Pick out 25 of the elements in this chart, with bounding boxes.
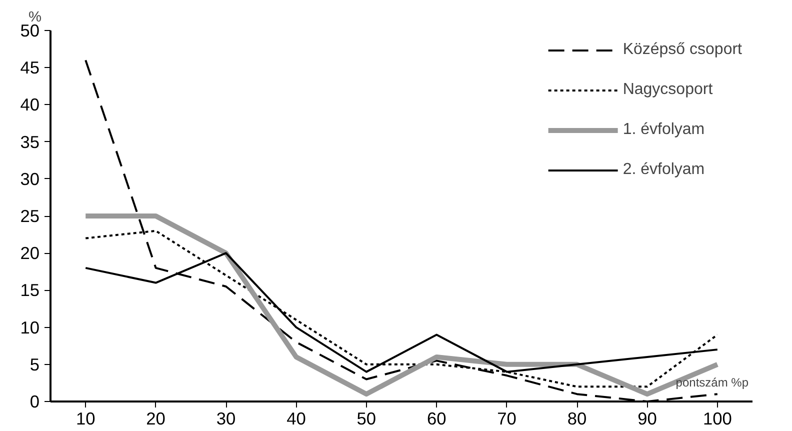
x-tick-label: 30 xyxy=(216,408,236,428)
y-tick-label: 25 xyxy=(20,206,40,226)
y-tick-label: 5 xyxy=(30,354,40,374)
x-tick-label: 40 xyxy=(286,408,306,428)
y-tick-label: 35 xyxy=(20,132,40,152)
legend-label: Középső csoport xyxy=(622,41,742,59)
y-tick-label: 45 xyxy=(20,58,40,78)
x-tick-label: 100 xyxy=(702,408,732,428)
x-tick-label: 10 xyxy=(76,408,96,428)
y-tick-label: 0 xyxy=(30,392,40,412)
y-tick-label: 15 xyxy=(20,280,40,300)
x-tick-label: 80 xyxy=(567,408,587,428)
y-tick-label: 20 xyxy=(20,243,40,264)
x-tick-label: 20 xyxy=(146,408,166,428)
x-axis-title: pontszám %p xyxy=(676,376,749,390)
legend-label: 2. évfolyam xyxy=(622,161,705,179)
y-tick-label: 10 xyxy=(20,317,40,338)
legend-label: 1. évfolyam xyxy=(622,121,705,139)
x-tick-label: 90 xyxy=(638,408,657,428)
legend-label: Nagycsoport xyxy=(622,81,713,99)
y-tick-label: 30 xyxy=(20,168,40,189)
x-tick-label: 60 xyxy=(426,408,446,428)
x-tick-label: 70 xyxy=(497,408,516,428)
x-tick-label: 50 xyxy=(356,408,376,428)
y-tick-label: 40 xyxy=(20,94,40,115)
